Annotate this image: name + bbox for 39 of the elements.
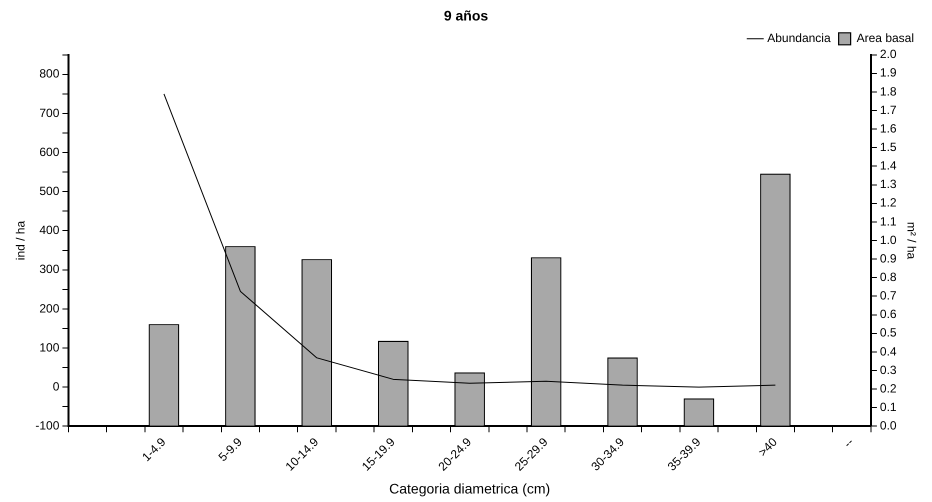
y2-tick-label: 1.4 bbox=[880, 158, 897, 173]
y2-tick-label: 1.8 bbox=[880, 84, 897, 98]
y-tick-label: 200 bbox=[39, 301, 60, 316]
x-axis-title: Categoria diametrica (cm) bbox=[389, 480, 550, 496]
y2-tick-label: 1.2 bbox=[880, 196, 897, 210]
legend-label: Area basal bbox=[856, 31, 914, 46]
y-tick-label: 300 bbox=[39, 262, 60, 276]
x-tick-label: >40 bbox=[756, 434, 780, 460]
y2-tick-label: 1.9 bbox=[880, 66, 897, 80]
y2-tick-label: 0.7 bbox=[880, 288, 897, 303]
y-tick-label: 100 bbox=[39, 340, 60, 354]
y2-tick-label: 1.7 bbox=[880, 102, 897, 117]
legend-label: Abundancia bbox=[767, 31, 831, 46]
y2-tick-label: 0.8 bbox=[880, 270, 897, 284]
y2-tick-label: 1.5 bbox=[880, 140, 897, 154]
y-axis-title: ind / ha bbox=[14, 220, 28, 260]
y-tick-label: 600 bbox=[39, 144, 60, 159]
y2-tick-label: 1.1 bbox=[880, 214, 897, 228]
y2-tick-label: 0.5 bbox=[880, 326, 897, 340]
y2-tick-label: 1.3 bbox=[880, 177, 897, 192]
y2-axis-title: m² / ha bbox=[904, 222, 918, 260]
y2-tick-label: 0.6 bbox=[880, 307, 897, 322]
y2-tick-label: 2.0 bbox=[880, 47, 897, 62]
y2-tick-label: 0.4 bbox=[880, 344, 897, 358]
y-tick-label: 500 bbox=[39, 184, 60, 198]
x-tick-label: -- bbox=[840, 434, 856, 450]
chart-title: 9 años bbox=[444, 7, 488, 24]
y-tick-label: 400 bbox=[39, 223, 60, 238]
y2-tick-label: 0.1 bbox=[880, 400, 897, 414]
y2-tick-label: 1.6 bbox=[880, 121, 897, 136]
y2-tick-label: 0.3 bbox=[880, 362, 897, 377]
y2-tick-label: 0.2 bbox=[880, 381, 897, 396]
y-tick-label: 700 bbox=[39, 106, 60, 120]
y-tick-label: 0 bbox=[52, 379, 60, 394]
y-tick-label: -100 bbox=[35, 418, 60, 433]
y2-tick-label: 1.0 bbox=[880, 232, 897, 247]
y2-tick-label: 0.0 bbox=[880, 418, 897, 433]
y2-tick-label: 0.9 bbox=[880, 251, 897, 266]
y-tick-label: 800 bbox=[39, 66, 60, 81]
